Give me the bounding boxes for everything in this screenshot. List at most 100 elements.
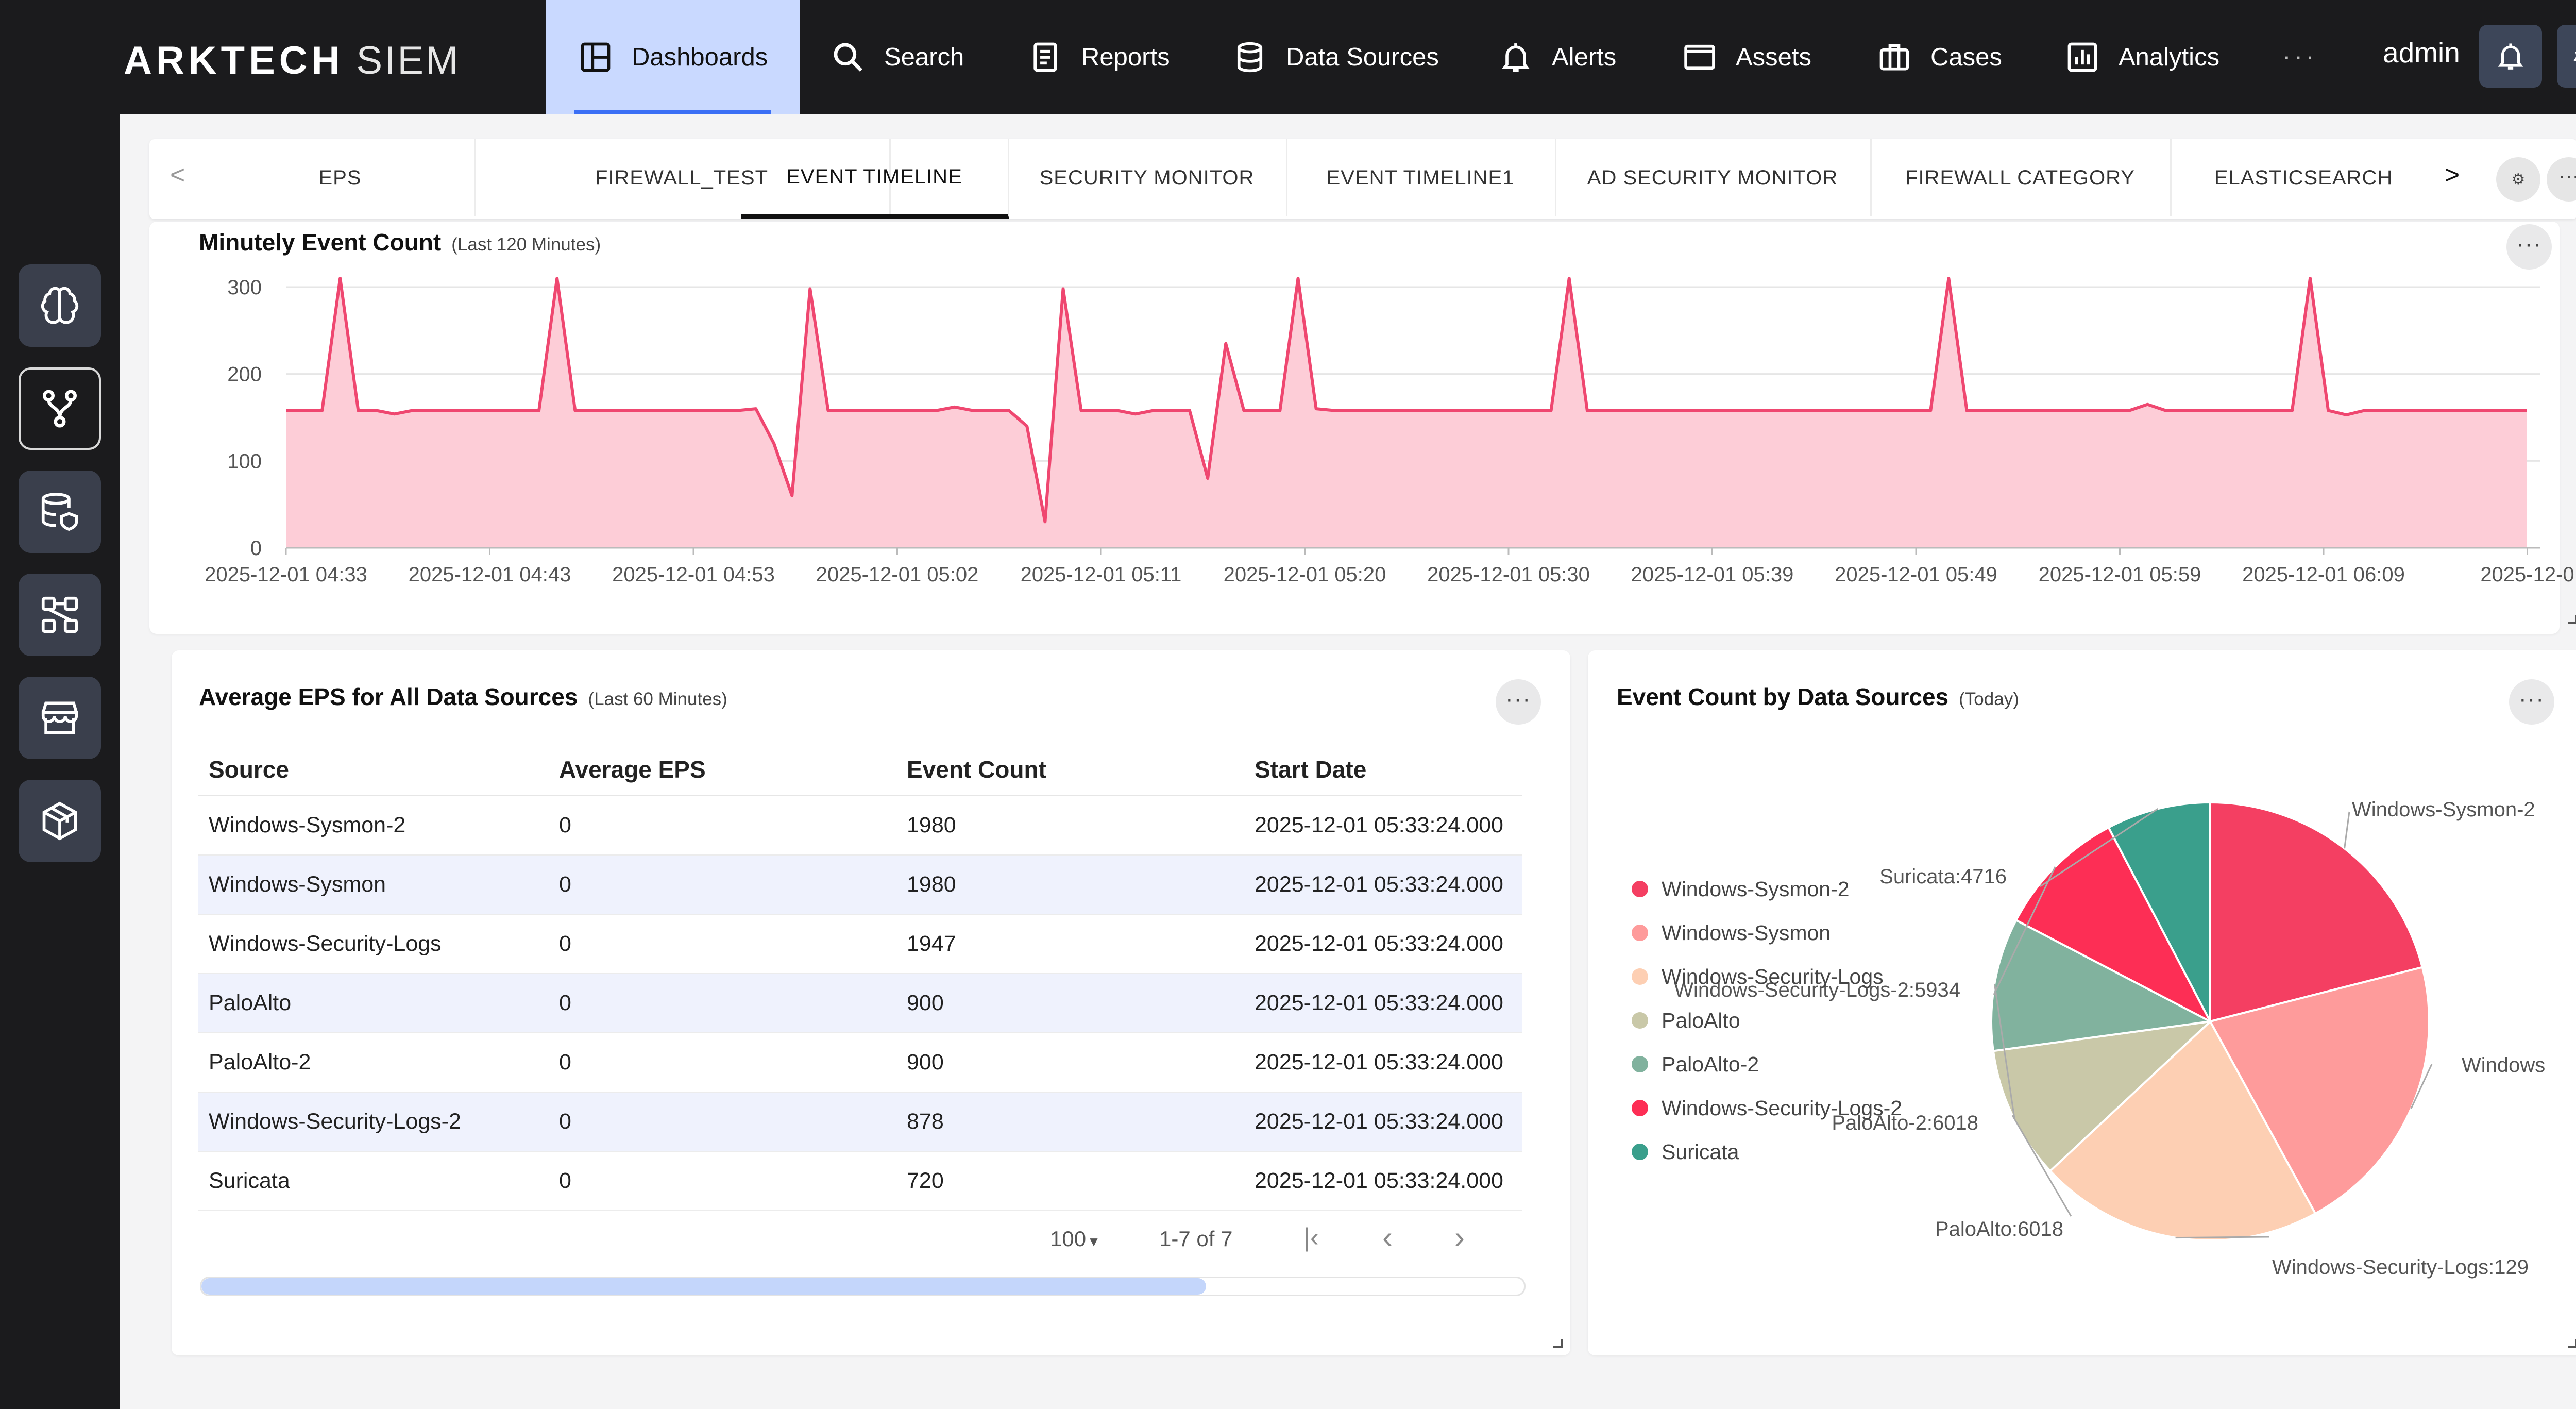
nav-assets[interactable]: Assets bbox=[1682, 0, 1811, 114]
pie-callout-label: Windows-Security-Logs:129 bbox=[2272, 1256, 2529, 1279]
sidebar-item-ai[interactable] bbox=[19, 264, 101, 347]
table-row[interactable]: PaloAlto-2 0 900 2025-12-01 05:33:24.000 bbox=[198, 1033, 1522, 1093]
tab-eps[interactable]: EPS bbox=[206, 139, 476, 216]
first-page-button[interactable]: |‹ bbox=[1303, 1222, 1319, 1252]
user-name[interactable]: admin bbox=[2383, 37, 2460, 69]
sidebar-item-branch[interactable] bbox=[19, 367, 101, 450]
eps-table-title: Average EPS for All Data Sources (Last 60… bbox=[199, 683, 727, 711]
notifications-button[interactable] bbox=[2479, 25, 2542, 88]
tab-firewall-test[interactable]: FIREWALL_TEST bbox=[474, 139, 891, 216]
prev-page-button[interactable]: ‹ bbox=[1382, 1219, 1393, 1255]
tabs-prev-button[interactable]: < bbox=[170, 160, 185, 189]
nav-dashboards[interactable]: Dashboards bbox=[546, 0, 800, 114]
cell-event-count: 900 bbox=[896, 1033, 1244, 1093]
column-header-source[interactable]: Source bbox=[198, 744, 549, 796]
nav-label: Dashboards bbox=[632, 43, 768, 71]
pie-title: Event Count by Data Sources (Today) bbox=[1617, 683, 2019, 711]
x-tick-label: 2025-12-01 06:09 bbox=[2242, 563, 2405, 586]
nav-search[interactable]: Search bbox=[831, 0, 964, 114]
x-tick-label: 2025-12-0 bbox=[2480, 563, 2574, 586]
pie-title-text: Event Count by Data Sources bbox=[1617, 683, 1949, 710]
table-row[interactable]: PaloAlto 0 900 2025-12-01 05:33:24.000 bbox=[198, 974, 1522, 1033]
table-row[interactable]: Windows-Sysmon 0 1980 2025-12-01 05:33:2… bbox=[198, 855, 1522, 915]
pie-resize-handle[interactable] bbox=[2568, 1339, 2576, 1348]
nav-analytics[interactable]: Analytics bbox=[2065, 0, 2219, 114]
analytics-icon bbox=[2067, 42, 2097, 72]
callout-line bbox=[2011, 1115, 2072, 1217]
timeline-more-button[interactable]: ··· bbox=[2506, 224, 2552, 270]
tab-elasticsearch[interactable]: ELASTICSEARCH bbox=[2214, 166, 2393, 189]
settings-button[interactable] bbox=[2557, 25, 2576, 88]
column-header-average-eps[interactable]: Average EPS bbox=[549, 744, 896, 796]
table-row[interactable]: Windows-Security-Logs 0 1947 2025-12-01 … bbox=[198, 914, 1522, 974]
top-navigation-bar: ARKTECH SIEM Dashboards Search Reports Da… bbox=[0, 0, 2576, 114]
eps-table-title-text: Average EPS for All Data Sources bbox=[199, 683, 578, 710]
brain-icon bbox=[41, 287, 79, 324]
column-header-event-count[interactable]: Event Count bbox=[896, 744, 1244, 796]
legend-label: Windows-Sysmon bbox=[1662, 921, 1831, 945]
tab-firewall-category[interactable]: FIREWALL CATEGORY bbox=[1870, 139, 2172, 216]
pie-callout-label: Suricata:4716 bbox=[1879, 865, 2007, 888]
nav-data-sources[interactable]: Data Sources bbox=[1232, 0, 1439, 114]
nav-label: Cases bbox=[1930, 43, 2002, 71]
table-row[interactable]: Windows-Sysmon-2 0 1980 2025-12-01 05:33… bbox=[198, 795, 1522, 856]
sidebar bbox=[0, 114, 120, 1409]
timeline-chart: 0 100 200 300 2025-12-01 04:33 2025-12-01 04:… bbox=[205, 276, 2574, 586]
reports-icon bbox=[1033, 42, 1057, 72]
nav-cases[interactable]: Cases bbox=[1877, 0, 2002, 114]
callout-line bbox=[2410, 1064, 2433, 1109]
sidebar-item-data[interactable] bbox=[19, 471, 101, 553]
cell-source: PaloAlto-2 bbox=[198, 1033, 549, 1093]
column-header-start-date[interactable]: Start Date bbox=[1244, 744, 1522, 796]
table-row[interactable]: Suricata 0 720 2025-12-01 05:33:24.000 bbox=[198, 1151, 1522, 1211]
tabs-next-button[interactable]: > bbox=[2445, 160, 2460, 189]
x-tick-label: 2025-12-01 05:49 bbox=[1835, 563, 1997, 586]
cell-start-date: 2025-12-01 05:33:24.000 bbox=[1244, 974, 1522, 1033]
cell-average-eps: 0 bbox=[549, 974, 896, 1033]
cell-source: Suricata bbox=[198, 1151, 549, 1211]
workflow-icon bbox=[41, 596, 78, 633]
nav-reports[interactable]: Reports bbox=[1028, 0, 1170, 114]
tab-event-timeline[interactable]: EVENT TIMELINE bbox=[741, 139, 1009, 219]
tab-event-timeline1[interactable]: EVENT TIMELINE1 bbox=[1286, 139, 1556, 216]
legend-label: Windows-Security-Logs bbox=[1662, 965, 1884, 988]
eps-table: Source Average EPS Event Count Start Dat… bbox=[198, 744, 1522, 1211]
x-tick-label: 2025-12-01 05:20 bbox=[1224, 563, 1386, 586]
y-tick-label: 100 bbox=[227, 450, 262, 473]
pie-slice bbox=[2209, 966, 2430, 1215]
nav-alerts[interactable]: Alerts bbox=[1498, 0, 1616, 114]
tab-security-monitor[interactable]: SECURITY MONITOR bbox=[1008, 139, 1287, 216]
sidebar-item-store[interactable] bbox=[19, 677, 101, 759]
more-icon: ··· bbox=[2558, 164, 2576, 187]
tabs-settings-button[interactable]: ⚙ bbox=[2496, 157, 2540, 202]
sidebar-item-workflow[interactable] bbox=[19, 574, 101, 656]
x-tick-label: 2025-12-01 05:11 bbox=[1021, 563, 1182, 586]
table-scrollbar-thumb[interactable] bbox=[201, 1278, 1206, 1295]
pie-more-button[interactable]: ··· bbox=[2509, 679, 2554, 725]
sidebar-item-packages[interactable] bbox=[19, 780, 101, 862]
pie-slice bbox=[1990, 918, 2214, 1052]
tab-ad-security-monitor[interactable]: AD SECURITY MONITOR bbox=[1555, 139, 1872, 216]
x-tick-label: 2025-12-01 05:39 bbox=[1631, 563, 1794, 586]
eps-table-more-button[interactable]: ··· bbox=[1496, 679, 1541, 725]
brand-logo[interactable]: ARKTECH SIEM bbox=[124, 38, 460, 83]
nav-label: Alerts bbox=[1552, 43, 1617, 71]
callout-line bbox=[2040, 808, 2159, 887]
pie-callout-label: Windows-Sysmon-2 bbox=[2352, 798, 2535, 821]
next-page-button[interactable]: › bbox=[1454, 1219, 1465, 1255]
pie-slice bbox=[1992, 1020, 2213, 1172]
table-horizontal-scrollbar[interactable] bbox=[200, 1277, 1526, 1296]
y-tick-label: 300 bbox=[227, 276, 262, 299]
nav-more-button[interactable]: ··· bbox=[2282, 42, 2317, 71]
page-size-select[interactable]: 100▼ bbox=[1050, 1227, 1100, 1251]
branch-icon bbox=[43, 390, 77, 428]
nav-label: Assets bbox=[1736, 43, 1812, 71]
legend-label: Windows-Security-Logs-2 bbox=[1662, 1096, 1902, 1120]
x-tick-label: 2025-12-01 05:30 bbox=[1427, 563, 1590, 586]
table-row[interactable]: Windows-Security-Logs-2 0 878 2025-12-01… bbox=[198, 1092, 1522, 1152]
legend-marker bbox=[1632, 1144, 1648, 1160]
table-header-row: Source Average EPS Event Count Start Dat… bbox=[198, 744, 1522, 796]
eps-table-resize-handle[interactable] bbox=[1553, 1339, 1563, 1348]
cell-event-count: 900 bbox=[896, 974, 1244, 1033]
pagination-range: 1-7 of 7 bbox=[1159, 1227, 1233, 1251]
